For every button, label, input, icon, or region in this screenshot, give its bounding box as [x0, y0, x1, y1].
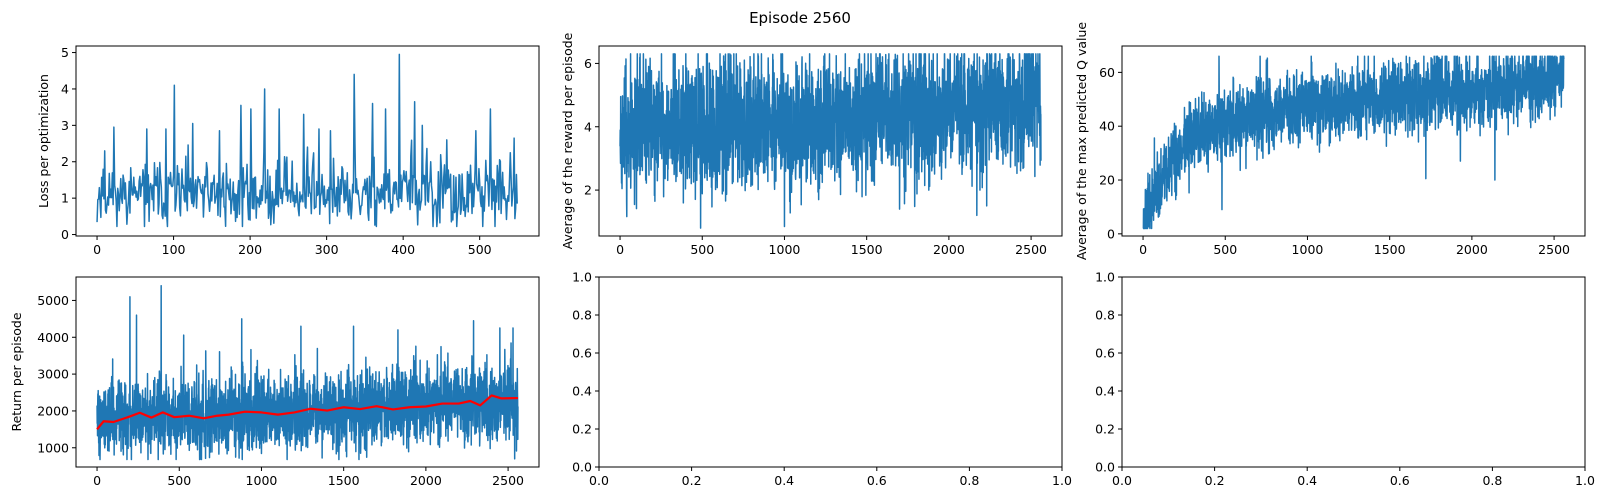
x-tick-label: 2500: [1015, 242, 1047, 257]
x-tick-label: 0.4: [774, 473, 794, 488]
x-tick-label: 0.8: [1482, 473, 1502, 488]
x-tick-label: 0.8: [959, 473, 979, 488]
y-tick-label: 0.6: [572, 346, 592, 361]
x-tick-label: 100: [162, 242, 186, 257]
axes-frame: [75, 276, 540, 468]
x-tick-label: 0.6: [867, 473, 887, 488]
subplot-bottom-middle: 0.0 0.2 0.4 0.6 0.8 1.0 0.0 0.2 0.4 0.6 0.8 1.0: [572, 270, 1072, 489]
series-line-1: [96, 53, 518, 228]
y-tick-label: 5000: [37, 293, 69, 308]
subplot-top-left: 0 100 200 300 400 500 0 1 2 3 4 5 Loss per optimizat…: [36, 45, 540, 257]
y-tick-label: 0.6: [1095, 346, 1115, 361]
x-tick-label: 0: [616, 242, 624, 257]
y-tick-label: 1.0: [572, 270, 592, 285]
y-tick-label: 5: [61, 45, 69, 60]
x-tick-label: 1500: [1374, 242, 1406, 257]
y-tick-label: 0.2: [1095, 422, 1115, 437]
y-axis-label: Average of the reward per episode: [560, 32, 575, 249]
y-axis-label: Average of the max predicted Q value: [1074, 22, 1089, 261]
y-tick-label: 1: [61, 191, 69, 206]
y-tick-label: 40: [1099, 119, 1115, 134]
x-tick-label: 200: [238, 242, 262, 257]
x-tick-label: 0: [93, 242, 101, 257]
x-tick-label: 2000: [410, 473, 442, 488]
y-tick-label: 0.4: [1095, 384, 1115, 399]
y-tick-label: 1000: [37, 440, 69, 455]
y-tick-label: 3: [61, 118, 69, 133]
x-tick-label: 1500: [851, 242, 883, 257]
subplot-top-middle: 0 500 1000 1500 2000 2500 2 4 6 Average of the re…: [560, 32, 1063, 257]
y-tick-label: 0: [1107, 226, 1115, 241]
y-tick-label: 2: [584, 183, 592, 198]
y-tick-label: 2: [61, 154, 69, 169]
figure-suptitle: Episode 2560: [749, 9, 851, 27]
subplot-bottom-right: 0.0 0.2 0.4 0.6 0.8 1.0 0.0 0.2 0.4 0.6 0.8 1.0: [1095, 270, 1595, 489]
x-tick-label: 1000: [769, 242, 801, 257]
x-tick-label: 0.2: [682, 473, 702, 488]
axes-frame: [598, 45, 1063, 237]
x-tick-label: 500: [468, 242, 492, 257]
axes-frame: [75, 45, 540, 237]
x-tick-label: 2000: [1456, 242, 1488, 257]
x-tick-label: 500: [690, 242, 714, 257]
y-tick-label: 0.4: [572, 384, 592, 399]
x-tick-label: 1.0: [1052, 473, 1072, 488]
subplot-top-right: 0 500 1000 1500 2000 2500 0 20 40 60 Average of th…: [1074, 22, 1586, 261]
y-tick-label: 0: [61, 227, 69, 242]
y-tick-label: 1.0: [1095, 270, 1115, 285]
y-axis-label: Return per episode: [9, 312, 24, 431]
x-tick-label: 0.6: [1390, 473, 1410, 488]
series-line-1: [1142, 55, 1565, 230]
y-axis-label: Loss per optimization: [36, 74, 51, 208]
series-line-1: [96, 284, 519, 461]
y-tick-label: 6: [584, 56, 592, 71]
x-tick-label: 500: [1213, 242, 1237, 257]
x-tick-label: 2000: [933, 242, 965, 257]
axes-frame: [1121, 45, 1586, 237]
y-tick-label: 20: [1099, 173, 1115, 188]
x-tick-label: 0.0: [1112, 473, 1132, 488]
y-tick-label: 3000: [37, 367, 69, 382]
y-tick-label: 4: [61, 81, 69, 96]
y-tick-label: 4: [584, 119, 592, 134]
y-tick-label: 0.0: [572, 460, 592, 475]
subplot-bottom-left: 0 500 1000 1500 2000 2500 1000 2000 3000 4000 5000…: [9, 276, 540, 488]
y-tick-label: 0.0: [1095, 460, 1115, 475]
y-tick-label: 0.8: [572, 308, 592, 323]
x-tick-label: 0: [93, 473, 101, 488]
series-line-2: [96, 394, 518, 431]
y-tick-label: 2000: [37, 403, 69, 418]
x-tick-label: 1.0: [1575, 473, 1595, 488]
series-line-1: [619, 53, 1042, 229]
x-tick-label: 400: [391, 242, 415, 257]
x-tick-label: 1500: [328, 473, 360, 488]
x-tick-label: 1000: [1292, 242, 1324, 257]
x-tick-label: 1000: [246, 473, 278, 488]
axes-frame: [1121, 276, 1586, 468]
y-tick-label: 60: [1099, 65, 1115, 80]
y-tick-label: 0.2: [572, 422, 592, 437]
axes-frame: [598, 276, 1063, 468]
x-tick-label: 2500: [492, 473, 524, 488]
y-tick-label: 4000: [37, 330, 69, 345]
x-tick-label: 300: [315, 242, 339, 257]
x-tick-label: 0.4: [1297, 473, 1317, 488]
x-tick-label: 2500: [1538, 242, 1570, 257]
x-tick-label: 0.0: [589, 473, 609, 488]
y-tick-label: 0.8: [1095, 308, 1115, 323]
x-tick-label: 0: [1139, 242, 1147, 257]
x-tick-label: 0.2: [1205, 473, 1225, 488]
x-tick-label: 500: [167, 473, 191, 488]
